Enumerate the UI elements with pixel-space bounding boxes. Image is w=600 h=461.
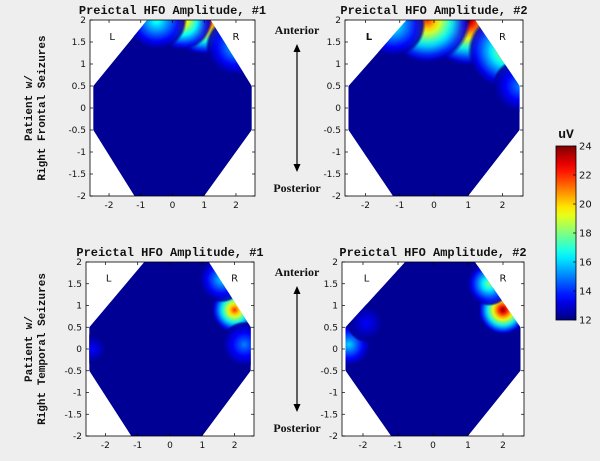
x-tick-label: -1 bbox=[133, 441, 142, 451]
y-tick-label: 1 bbox=[332, 302, 338, 312]
head-baseline bbox=[89, 262, 251, 436]
x-tick-label: 0 bbox=[430, 441, 436, 451]
y-tick-label: -2 bbox=[329, 432, 338, 442]
y-tick-label: -0.5 bbox=[68, 126, 86, 136]
x-tick-label: 1 bbox=[201, 201, 207, 211]
posterior-label: Posterior bbox=[273, 421, 321, 435]
right-hemisphere-label: R bbox=[500, 274, 507, 285]
y-tick-label: -2 bbox=[77, 192, 86, 202]
colorbar: uV 24 22 20 18 16 14 12 bbox=[555, 127, 592, 327]
y-tick-label: -1 bbox=[73, 389, 82, 399]
y-tick-label: 0.5 bbox=[72, 82, 86, 92]
y-tick-label: -1.5 bbox=[68, 170, 86, 180]
x-tick-label: -2 bbox=[361, 201, 370, 211]
hotspot bbox=[126, 20, 188, 51]
x-tick-label: -2 bbox=[359, 441, 368, 451]
x-tick-label: 2 bbox=[500, 441, 506, 451]
y-tick-label: -1.5 bbox=[320, 410, 338, 420]
head-baseline bbox=[345, 262, 521, 436]
y-tick-label: 0.5 bbox=[324, 323, 338, 333]
heatmap-panel-2: -2 -1 0 1 2 2 1.5 1 0.5 0 -0.5 -1 -1.5 -2 Preictal HFO… bbox=[273, 4, 527, 211]
panel-title: Preictal HFO Amplitude, #1 bbox=[79, 4, 266, 18]
x-tick-label: 1 bbox=[465, 441, 471, 451]
colorbar-tick-label: 14 bbox=[579, 287, 592, 298]
hotspot bbox=[221, 321, 251, 368]
arrow-head-up bbox=[293, 44, 301, 52]
posterior-label: Posterior bbox=[273, 181, 321, 195]
x-tick-label: 0 bbox=[431, 201, 437, 211]
y-tick-label: 0 bbox=[76, 345, 82, 355]
y-tick-label: -2 bbox=[73, 432, 82, 442]
x-tick-label: -2 bbox=[101, 441, 110, 451]
y-tick-label: 0 bbox=[332, 345, 338, 355]
y-tick-label: 1.5 bbox=[68, 280, 82, 290]
y-tick-label: -2 bbox=[332, 192, 341, 202]
panel-title: Preictal HFO Amplitude, #2 bbox=[339, 246, 526, 260]
y-tick-label: -1.5 bbox=[323, 170, 341, 180]
panel-title: Preictal HFO Amplitude, #1 bbox=[76, 246, 263, 260]
x-tick-label: -1 bbox=[394, 441, 403, 451]
right-hemisphere-label: R bbox=[499, 32, 506, 43]
y-tick-label: -1 bbox=[77, 148, 86, 158]
heatmap-panel-1: -2 -1 0 1 2 2 1.5 1 0.5 0 -0.5 -1 -1.5 -2 Preictal HFO… bbox=[24, 4, 266, 211]
arrow-head-up bbox=[293, 286, 301, 294]
x-tick-label: 0 bbox=[167, 441, 173, 451]
panel-title: Preictal HFO Amplitude, #2 bbox=[340, 4, 527, 18]
heatmap-panel-3: -2 -1 0 1 2 2 1.5 1 0.5 0 -0.5 -1 -1.5 -2 Preictal HFO… bbox=[24, 246, 264, 451]
left-hemisphere-label: L bbox=[106, 274, 112, 285]
x-tick-label: 1 bbox=[199, 441, 205, 451]
x-tick-label: 2 bbox=[232, 441, 238, 451]
y-tick-label: -0.5 bbox=[64, 367, 82, 377]
y-tick-label: 1.5 bbox=[324, 280, 338, 290]
row-label: Patient w/Right Frontal Seizures bbox=[24, 35, 49, 180]
hotspot bbox=[89, 333, 108, 365]
right-hemisphere-label: R bbox=[231, 274, 238, 285]
y-tick-label: 1.5 bbox=[327, 38, 341, 48]
arrow-head-down bbox=[293, 404, 301, 412]
y-tick-label: -0.5 bbox=[323, 126, 341, 136]
x-tick-label: 1 bbox=[465, 201, 471, 211]
left-hemisphere-label: L bbox=[366, 32, 373, 43]
y-tick-label: -1 bbox=[329, 389, 338, 399]
y-tick-label: 1 bbox=[335, 60, 341, 70]
heatmap-panel-4: -2 -1 0 1 2 2 1.5 1 0.5 0 -0.5 -1 -1.5 -2 Preictal HFO… bbox=[273, 246, 526, 451]
y-tick-label: -1 bbox=[332, 148, 341, 158]
row-label: Patient w/Right Temporal Seizures bbox=[24, 273, 49, 425]
y-tick-label: 2 bbox=[80, 16, 86, 26]
anterior-label: Anterior bbox=[275, 265, 320, 279]
y-tick-label: 1 bbox=[80, 60, 86, 70]
y-tick-label: 2 bbox=[332, 258, 338, 268]
arrow-head-down bbox=[293, 164, 301, 172]
x-tick-label: 2 bbox=[233, 201, 239, 211]
anterior-label: Anterior bbox=[275, 23, 320, 37]
x-tick-label: -2 bbox=[105, 201, 114, 211]
colorbar-tick-label: 20 bbox=[579, 200, 592, 211]
right-hemisphere-label: R bbox=[232, 32, 239, 43]
x-tick-label: 2 bbox=[500, 201, 506, 211]
y-tick-label: -1.5 bbox=[64, 410, 82, 420]
y-tick-label: 0 bbox=[80, 104, 86, 114]
y-tick-label: 1 bbox=[76, 302, 82, 312]
y-tick-label: -0.5 bbox=[320, 367, 338, 377]
y-tick-label: 0 bbox=[335, 104, 341, 114]
y-tick-label: 2 bbox=[335, 16, 341, 26]
left-hemisphere-label: L bbox=[109, 32, 115, 43]
colorbar-tick-label: 16 bbox=[579, 258, 592, 269]
x-tick-label: 0 bbox=[170, 201, 176, 211]
hotspot bbox=[492, 58, 520, 114]
colorbar-unit: uV bbox=[558, 127, 574, 142]
left-hemisphere-label: L bbox=[364, 274, 370, 285]
x-tick-label: -1 bbox=[136, 201, 145, 211]
colorbar-tick-label: 18 bbox=[579, 229, 592, 240]
colorbar-tick-label: 24 bbox=[579, 142, 592, 153]
x-tick-label: -1 bbox=[395, 201, 404, 211]
colorbar-tick-label: 22 bbox=[579, 171, 592, 182]
y-tick-label: 1.5 bbox=[72, 38, 86, 48]
y-tick-label: 0.5 bbox=[68, 323, 82, 333]
y-tick-label: 2 bbox=[76, 258, 82, 268]
y-tick-label: 0.5 bbox=[327, 82, 341, 92]
colorbar-tick-label: 12 bbox=[579, 316, 592, 327]
